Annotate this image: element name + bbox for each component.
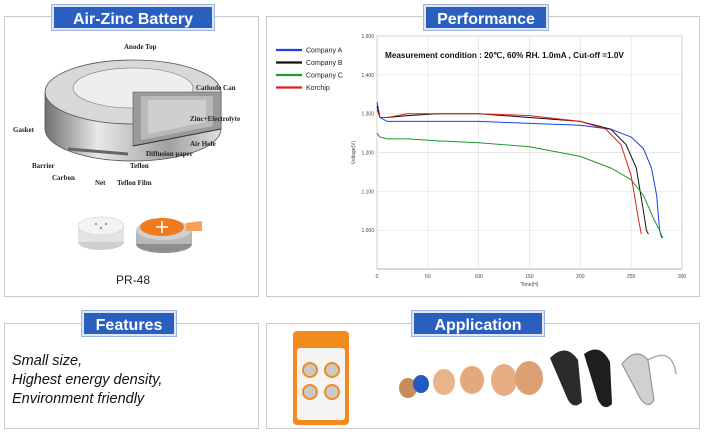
x-axis-label: Time(H) (521, 282, 539, 288)
legend-label: Company C (306, 73, 343, 80)
y-tick-label: 1.400 (361, 73, 374, 79)
series-line (376, 109, 642, 235)
x-tick-label: 250 (627, 274, 636, 280)
feature-item: Environment friendly (12, 391, 145, 407)
y-tick-label: 1.100 (361, 189, 374, 195)
legend-label: Korchip (306, 85, 330, 92)
feature-item: Highest energy density, (12, 372, 163, 388)
product-label: PR-48 (116, 273, 151, 287)
features-panel-title: Features (82, 311, 176, 336)
label-teflon: Teflon (130, 162, 149, 170)
performance-chart: 0 50 100 150 200 250 300 1.500 1.400 1.300 1.200 1.… (276, 34, 687, 288)
features-panel (4, 323, 259, 429)
battery-panel-title: Air-Zinc Battery (52, 5, 214, 30)
hearing-aids-photo (399, 349, 677, 408)
features-list: Small size, Highest energy density, Envi… (12, 352, 162, 409)
performance-panel-title: Performance (424, 5, 548, 30)
y-tick-label: 1.000 (361, 228, 374, 234)
label-gasket: Gasket (13, 126, 34, 134)
label-teflon-film: Teflon Film (117, 179, 152, 187)
y-tick-label: 1.200 (361, 151, 374, 157)
x-tick-label: 200 (576, 274, 585, 280)
battery-blister-pack-photo (293, 331, 349, 425)
x-tick-label: 100 (474, 274, 483, 280)
pr48-battery-photo (77, 216, 202, 253)
label-barrier: Barrier (32, 162, 55, 170)
label-cathode-can: Cathode Can (196, 84, 236, 92)
feature-item: Small size, (12, 353, 83, 369)
y-tick-label: 1.300 (361, 112, 374, 118)
x-tick-label: 150 (525, 274, 534, 280)
y-tick-label: 1.500 (361, 34, 374, 40)
y-axis-label: Voltage(V) (351, 140, 357, 164)
legend-label: Company B (306, 60, 343, 67)
label-air-hole: Air Hole (190, 140, 216, 148)
label-net: Net (95, 179, 106, 187)
label-diffusion-paper: Diffusion paper (146, 150, 193, 158)
x-tick-label: 0 (376, 274, 379, 280)
label-anode-top: Anode Top (124, 43, 157, 51)
x-tick-label: 50 (425, 274, 431, 280)
series-line (376, 101, 663, 239)
x-tick-label: 300 (678, 274, 687, 280)
battery-cutaway-diagram (44, 59, 222, 162)
series-line (376, 132, 664, 239)
label-zinc-electrolyte: Zinc+Electrolyte (190, 115, 241, 123)
legend-label: Company A (306, 48, 343, 55)
chart-title: Measurement condition : 20℃, 60% RH. 1.0… (385, 51, 624, 60)
label-carbon: Carbon (52, 174, 75, 182)
application-panel-title: Application (412, 311, 544, 336)
